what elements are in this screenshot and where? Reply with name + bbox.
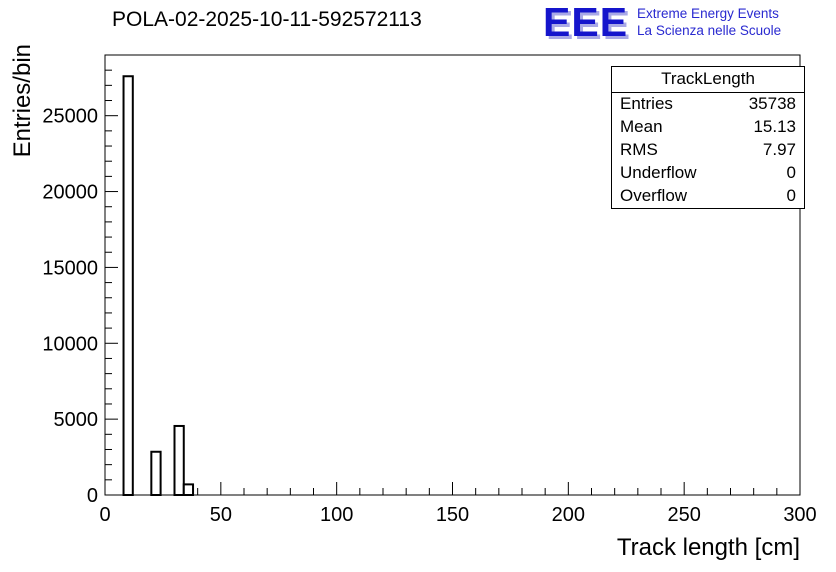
x-tick-label: 200 (552, 504, 585, 526)
x-tick-label: 300 (783, 504, 816, 526)
stats-row-label: Underflow (620, 163, 697, 182)
stats-row: Underflow 0 (612, 162, 804, 185)
stats-row: Mean 15.13 (612, 116, 804, 139)
eee-logo-text: EEE (543, 0, 629, 45)
stats-row-label: Overflow (620, 186, 688, 205)
histogram-bar (150, 450, 162, 496)
stats-row: RMS 7.97 (612, 139, 804, 162)
histogram-bar (122, 75, 134, 496)
stats-box: TrackLength Entries 35738 Mean 15.13 RMS 7.97… (611, 66, 805, 209)
eee-logo-line2: La Scienza nelle Scuole (637, 23, 782, 38)
x-tick-label: 150 (436, 504, 469, 526)
y-tick-label: 10000 (42, 333, 98, 355)
stats-row-value: 7.97 (762, 140, 796, 159)
eee-logo-line1: Extreme Energy Events (637, 6, 779, 21)
x-axis-title: Track length [cm] (617, 534, 800, 561)
x-tick-label: 0 (99, 504, 110, 526)
stats-row-value: 35738 (748, 94, 796, 113)
eee-logo: EEE Extreme Energy Events La Scienza nel… (543, 0, 781, 45)
stats-row-value: 0 (786, 186, 796, 205)
x-tick-label: 100 (320, 504, 353, 526)
stats-row-label: Mean (620, 117, 663, 136)
stats-row-label: RMS (620, 140, 658, 159)
stats-row: Overflow 0 (612, 185, 804, 208)
x-tick-label: 50 (210, 504, 232, 526)
stats-row-label: Entries (620, 94, 673, 113)
y-axis-title: Entries/bin (9, 44, 36, 157)
y-tick-label: 15000 (42, 257, 98, 279)
y-tick-label: 20000 (42, 182, 98, 204)
stats-row-value: 15.13 (753, 117, 796, 136)
histogram-bar (173, 424, 185, 496)
y-tick-label: 25000 (42, 106, 98, 128)
stats-box-title: TrackLength (612, 67, 804, 93)
stats-rows: Entries 35738 Mean 15.13 RMS 7.97 Underflow 0 Ov… (612, 93, 804, 208)
y-tick-label: 0 (87, 485, 98, 507)
plot-title: POLA-02-2025-10-11-592572113 (112, 8, 422, 31)
stats-row-value: 0 (786, 163, 796, 182)
eee-logo-subtitle: Extreme Energy Events La Scienza nelle S… (637, 5, 781, 39)
stats-row: Entries 35738 (612, 93, 804, 116)
y-tick-label: 5000 (54, 409, 99, 431)
x-tick-label: 250 (667, 504, 700, 526)
histogram-bar (182, 483, 195, 496)
